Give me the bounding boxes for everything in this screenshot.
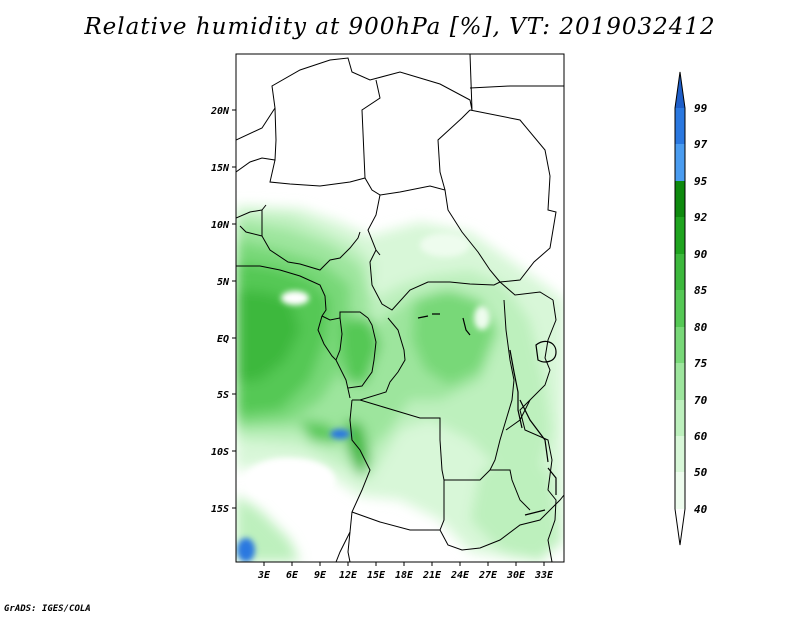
colorbar-label: 85	[694, 284, 708, 297]
colorbar-segment	[675, 144, 685, 181]
colorbar-label: 50	[694, 466, 708, 479]
lon-label: 30E	[506, 570, 526, 581]
colorbar-label: 90	[694, 248, 708, 261]
lon-label: 15E	[367, 570, 386, 581]
chart-title: Relative humidity at 900hPa [%], VT: 201…	[84, 14, 716, 40]
colorbar-label: 95	[694, 175, 708, 188]
colorbar-segment	[675, 217, 685, 254]
lakes	[417, 313, 557, 516]
lon-label: 9E	[314, 570, 327, 581]
colorbar-segment	[675, 363, 685, 400]
colorbar-segment	[675, 181, 685, 217]
lon-label: 3E	[257, 570, 271, 581]
colorbar-segment	[675, 254, 685, 290]
lon-label: 27E	[478, 570, 498, 581]
lon-label: 24E	[450, 570, 470, 581]
grads-credit: GrADS: IGES/COLA	[4, 604, 91, 614]
lat-label: 10N	[211, 220, 230, 231]
lon-label: 33E	[534, 570, 554, 581]
colorbar-label: 97	[694, 138, 708, 151]
lat-label: EQ	[217, 334, 229, 345]
colorbar-segment	[675, 472, 685, 509]
colorbar-segment	[675, 108, 685, 144]
colorbar-segment	[675, 290, 685, 327]
lat-label: 20N	[210, 106, 230, 117]
map-frame	[235, 53, 565, 563]
latitude-axis: 20N 15N 10N 5N EQ 5S 10S 15S	[210, 106, 236, 515]
colorbar-top-arrow	[675, 72, 685, 108]
colorbar-label: 40	[694, 503, 708, 516]
colorbar-segment	[675, 436, 685, 472]
colorbar-label: 92	[694, 211, 708, 224]
lon-label: 12E	[339, 570, 358, 581]
lat-label: 5S	[217, 390, 229, 401]
lat-label: 10S	[211, 447, 229, 458]
lat-label: 15S	[211, 504, 229, 515]
colorbar-label: 70	[694, 394, 708, 407]
colorbar: 99 97 95 92 90 85 80 75 70 60 50 40	[674, 71, 708, 546]
lat-label: 5N	[217, 277, 230, 288]
lat-label: 15N	[211, 163, 230, 174]
colorbar-bottom-arrow	[675, 509, 685, 545]
colorbar-label: 75	[694, 357, 708, 370]
colorbar-segment	[675, 400, 685, 436]
colorbar-label: 80	[694, 321, 708, 334]
lon-label: 6E	[286, 570, 299, 581]
lon-label: 21E	[422, 570, 442, 581]
colorbar-label: 99	[694, 102, 708, 115]
colorbar-label: 60	[694, 430, 708, 443]
colorbar-segment	[675, 327, 685, 363]
lon-label: 18E	[395, 570, 414, 581]
longitude-axis: 3E 6E 9E 12E 15E 18E 21E 24E 27E 30E 33E	[257, 562, 554, 581]
